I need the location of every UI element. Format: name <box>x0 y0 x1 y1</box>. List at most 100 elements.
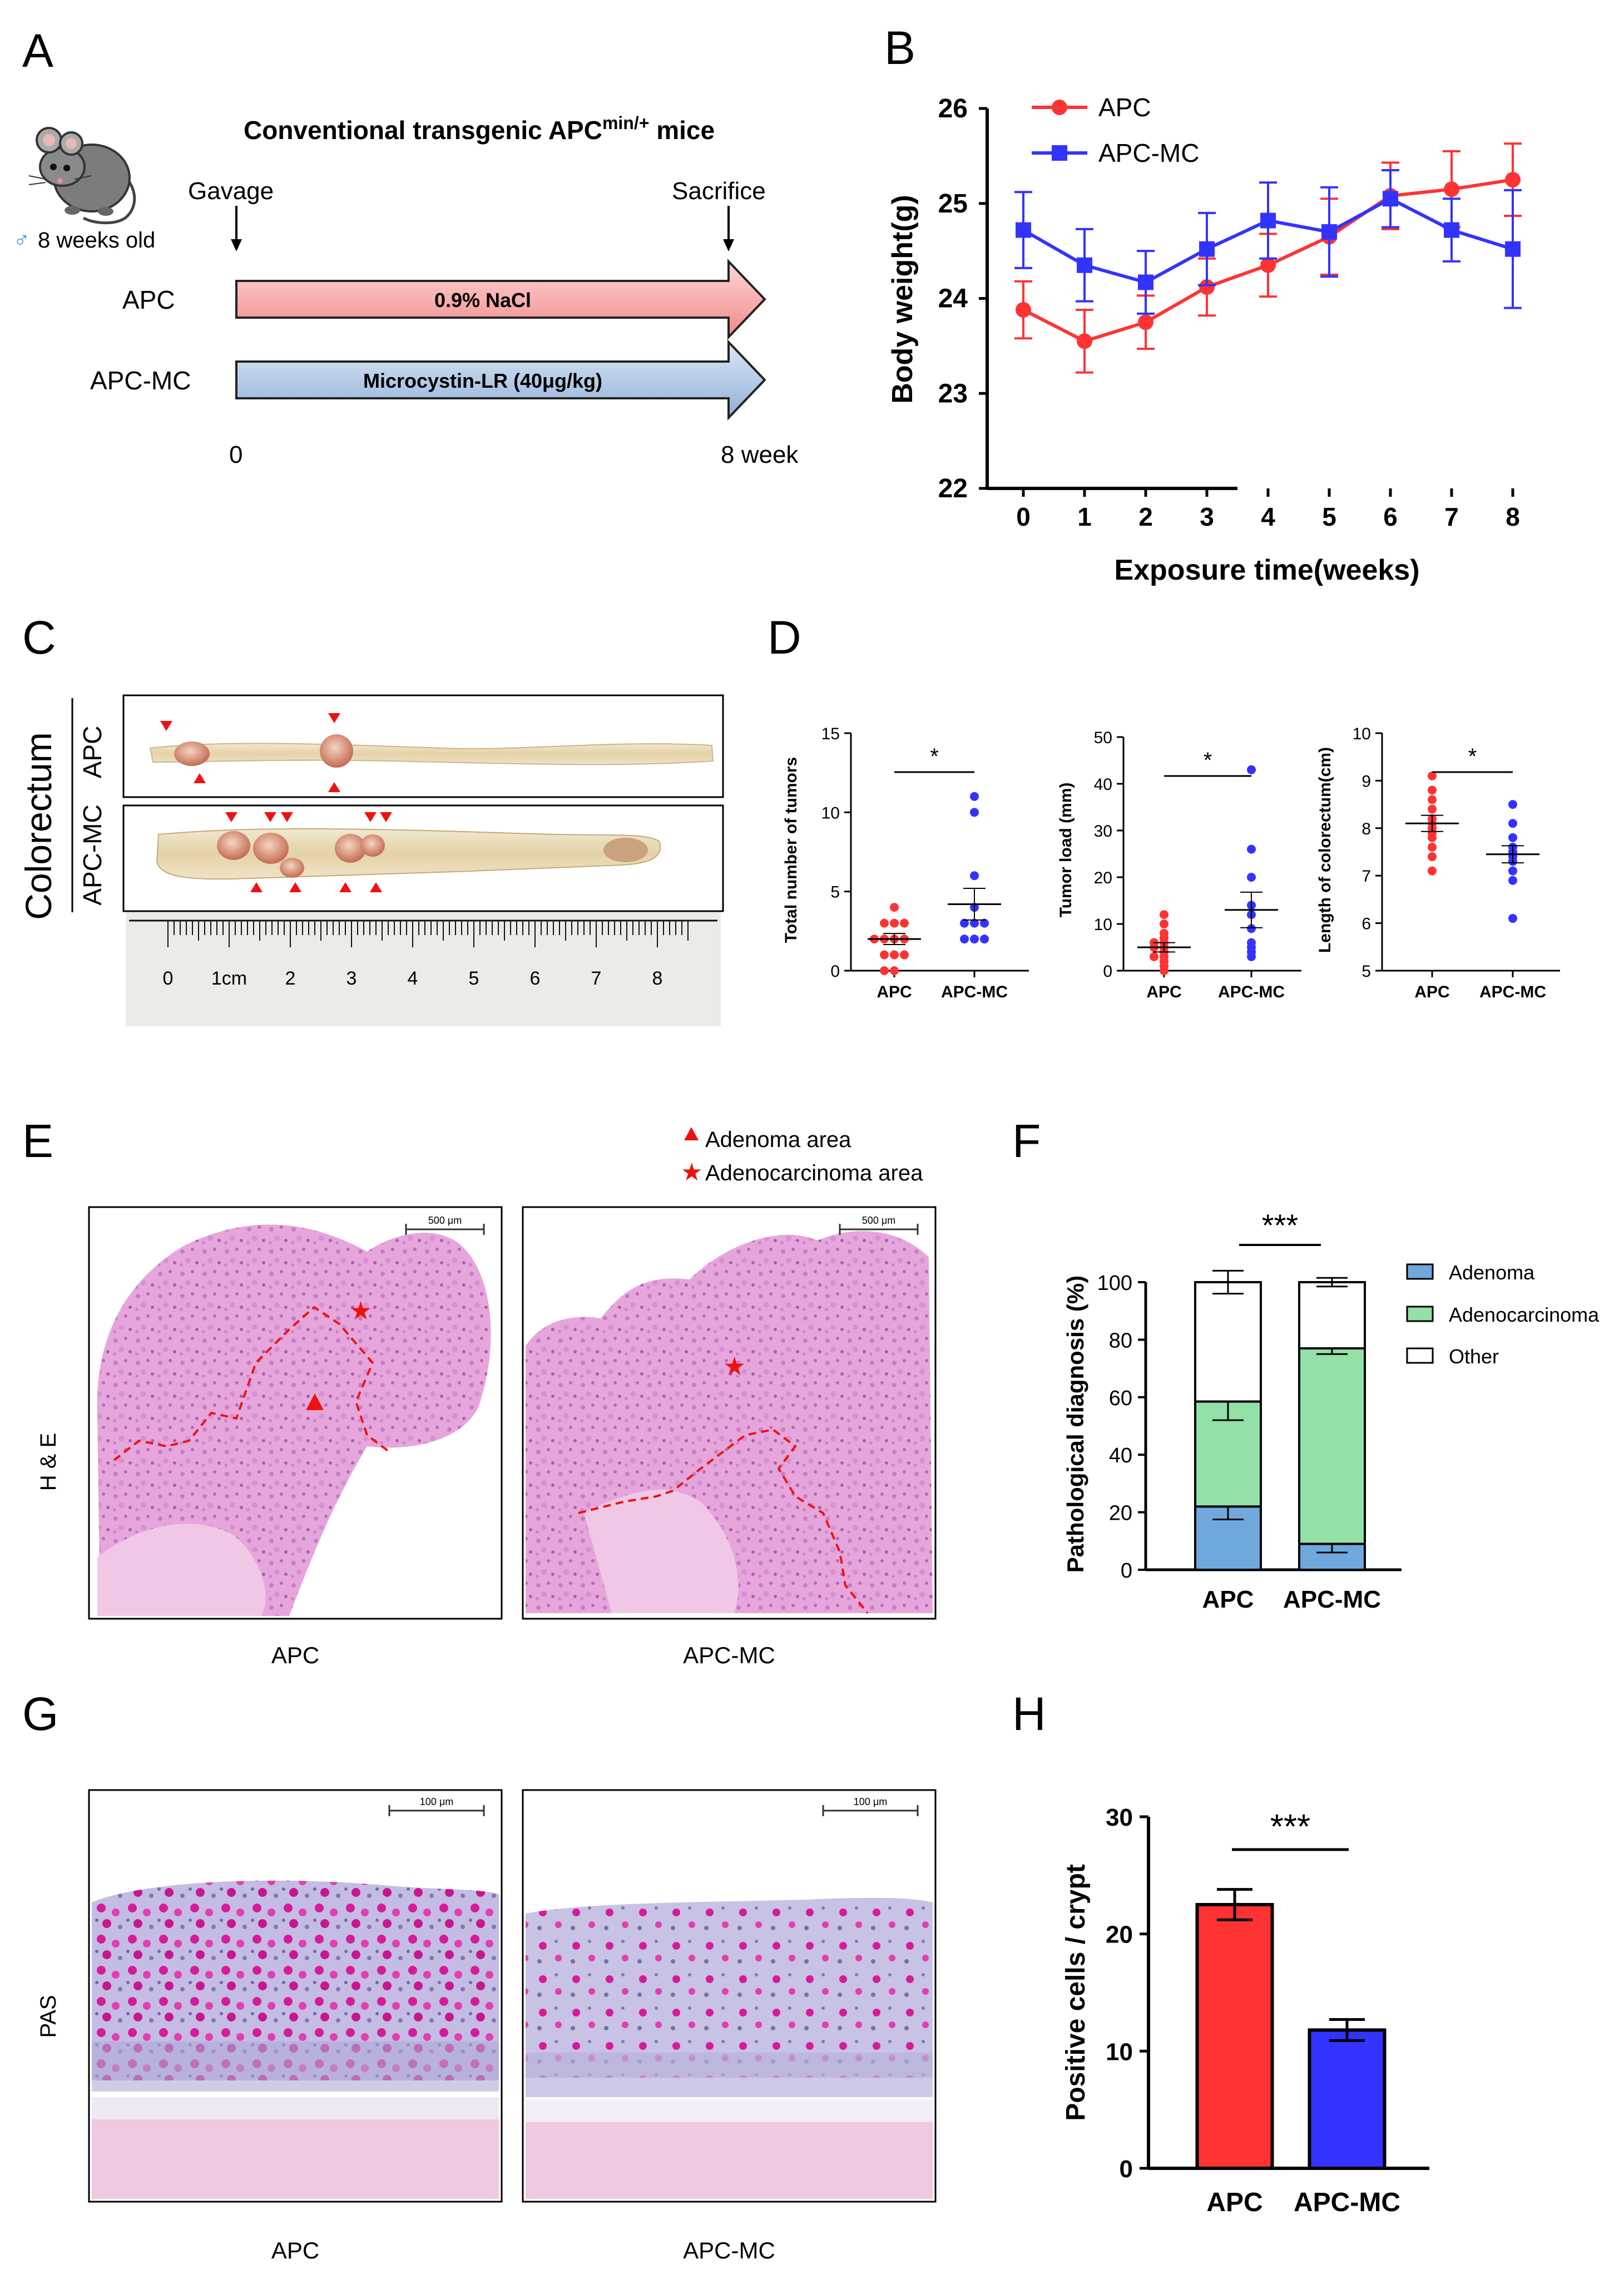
chartD1-point <box>970 918 979 928</box>
chartD1-x-tick-label: APC-MC <box>941 983 1008 1001</box>
f-y-tick-label: 20 <box>1109 1502 1132 1525</box>
ruler-label: 3 <box>346 968 357 989</box>
c-row1-label: APC <box>78 726 107 779</box>
chartD2-point <box>1160 920 1169 928</box>
apc-treatment-arrow <box>235 259 766 340</box>
e-scale-bar-right: 500 μm <box>862 1215 895 1226</box>
chartD3-point <box>1428 852 1437 862</box>
b-legend-apcmc-marker <box>1052 145 1067 161</box>
chartD1-point <box>980 918 989 928</box>
chartD1-point <box>960 935 969 944</box>
timeline-start: 0 <box>229 441 242 468</box>
f-bar-other <box>1298 1281 1366 1349</box>
b-point-apcmc <box>1321 224 1337 240</box>
e-row-label: H & E <box>36 1433 61 1491</box>
gavage-label: Gavage <box>188 177 274 205</box>
row2-treatment: Microcystin-LR (40μg/kg) <box>363 369 602 392</box>
chartD1-significance: * <box>930 744 939 769</box>
chartD2-y-tick-label: 0 <box>1103 962 1112 981</box>
chartD1-point <box>900 918 909 928</box>
chartD2-point <box>1247 765 1256 774</box>
chartD3-y-tick-label: 8 <box>1361 820 1371 838</box>
b-point-apcmc <box>1199 241 1215 257</box>
panel-label-b: B <box>884 22 915 74</box>
f-legend-other-swatch <box>1406 1347 1434 1364</box>
b-x-tick-label: 0 <box>1016 502 1031 531</box>
b-point-apcmc <box>1260 212 1276 229</box>
chartD3-point <box>1428 804 1437 814</box>
chartD3-point <box>1508 914 1517 923</box>
ruler-label: 2 <box>285 968 296 989</box>
chartD2-point <box>1247 924 1256 933</box>
f-legend-adenoma: Adenoma <box>1449 1261 1535 1284</box>
f-legend-adenocarcinoma-swatch <box>1406 1306 1434 1322</box>
h-x-tick-label: APC <box>1206 2188 1262 2217</box>
e-caption-right: APC-MC <box>683 1642 775 1668</box>
b-point-apcmc <box>1444 222 1459 238</box>
b-x-tick-label: 1 <box>1077 502 1092 531</box>
b-point-apc <box>1138 314 1153 330</box>
chartD2-y-tick-label: 50 <box>1094 729 1112 747</box>
f-bar-adenocarcinoma <box>1298 1347 1366 1545</box>
panel-d1-scatter-chart: Total number of tumors 0 5 10 15 APC APC-MC * <box>782 725 1029 1001</box>
panel-label-g: G <box>22 1688 58 1740</box>
panel-label-a: A <box>22 24 53 77</box>
chartD1-point <box>890 903 899 912</box>
chartD2-point <box>1160 928 1169 938</box>
panel-b-line-chart: Body weight(g) Exposure time(weeks) APC … <box>887 93 1522 586</box>
sacrifice-label: Sacrifice <box>672 177 766 205</box>
b-y-label: Body weight(g) <box>887 195 919 404</box>
b-x-tick-label: 2 <box>1138 502 1153 531</box>
chartD3-x-tick-label: APC <box>1414 983 1449 1001</box>
b-x-tick-label: 5 <box>1322 502 1336 531</box>
b-x-tick-label: 7 <box>1444 502 1459 531</box>
chartD1-point <box>900 950 909 960</box>
f-y-tick-label: 0 <box>1121 1559 1132 1583</box>
chartD2-x-tick-label: APC <box>1146 983 1181 1001</box>
ruler-label: 7 <box>591 968 602 989</box>
panel-label-d: D <box>768 611 801 664</box>
h-y-tick-label: 30 <box>1106 1804 1133 1831</box>
b-x-tick-label: 6 <box>1383 502 1398 531</box>
chartD1-y-tick-label: 0 <box>830 962 840 981</box>
h-y-tick-label: 10 <box>1106 2038 1133 2065</box>
b-point-apcmc <box>1016 222 1031 238</box>
e-scale-bar-left: 500 μm <box>428 1215 462 1226</box>
chartD1-point <box>880 950 889 960</box>
chartD2-y-tick-label: 30 <box>1094 822 1112 841</box>
b-point-apc <box>1260 257 1276 273</box>
b-x-label: Exposure time(weeks) <box>1114 554 1419 586</box>
b-y-tick-label: 26 <box>938 94 968 123</box>
chartD2-point <box>1247 938 1256 947</box>
b-legend-apc: APC <box>1098 93 1151 122</box>
chartD1-y-tick-label: 5 <box>830 883 840 902</box>
b-y-tick-label: 25 <box>938 189 968 219</box>
d3-y-label: Length of colorectum(cm) <box>1316 747 1334 953</box>
b-x-tick-label: 3 <box>1200 502 1214 531</box>
panel-a-title: Conventional transgenic APCmin/+ mice <box>244 113 715 145</box>
age-label: 8 weeks old <box>38 228 155 253</box>
f-bar-other <box>1194 1281 1262 1403</box>
chartD2-x-tick-label: APC-MC <box>1218 983 1285 1001</box>
g-scale-bar-left: 100 μm <box>420 1796 453 1807</box>
f-x-tick-label: APC-MC <box>1283 1586 1381 1613</box>
f-y-tick-label: 60 <box>1109 1387 1132 1410</box>
chartD2-point <box>1150 952 1158 961</box>
h-y-tick-label: 20 <box>1106 1921 1133 1949</box>
chartD1-point <box>880 918 889 928</box>
e-legend-adenoma: Adenoma area <box>705 1128 851 1152</box>
panel-e-he-images: Adenoma area ★ Adenocarcinoma area H & E… <box>36 1127 937 1668</box>
panel-label-c: C <box>22 611 56 664</box>
row2-label: APC-MC <box>90 366 191 395</box>
chartD3-point <box>1508 833 1517 842</box>
b-x-tick-label: 8 <box>1506 502 1520 531</box>
d1-y-label: Total number of tumors <box>782 757 800 943</box>
f-legend-other: Other <box>1449 1345 1499 1368</box>
sacrifice-arrow-icon <box>723 239 734 251</box>
d2-y-label: Tumor load (mm) <box>1057 783 1075 918</box>
chartD3-y-tick-label: 6 <box>1361 915 1371 933</box>
ruler-label: 5 <box>469 968 479 989</box>
b-point-apc <box>1505 172 1521 188</box>
b-point-apc <box>1444 181 1459 197</box>
